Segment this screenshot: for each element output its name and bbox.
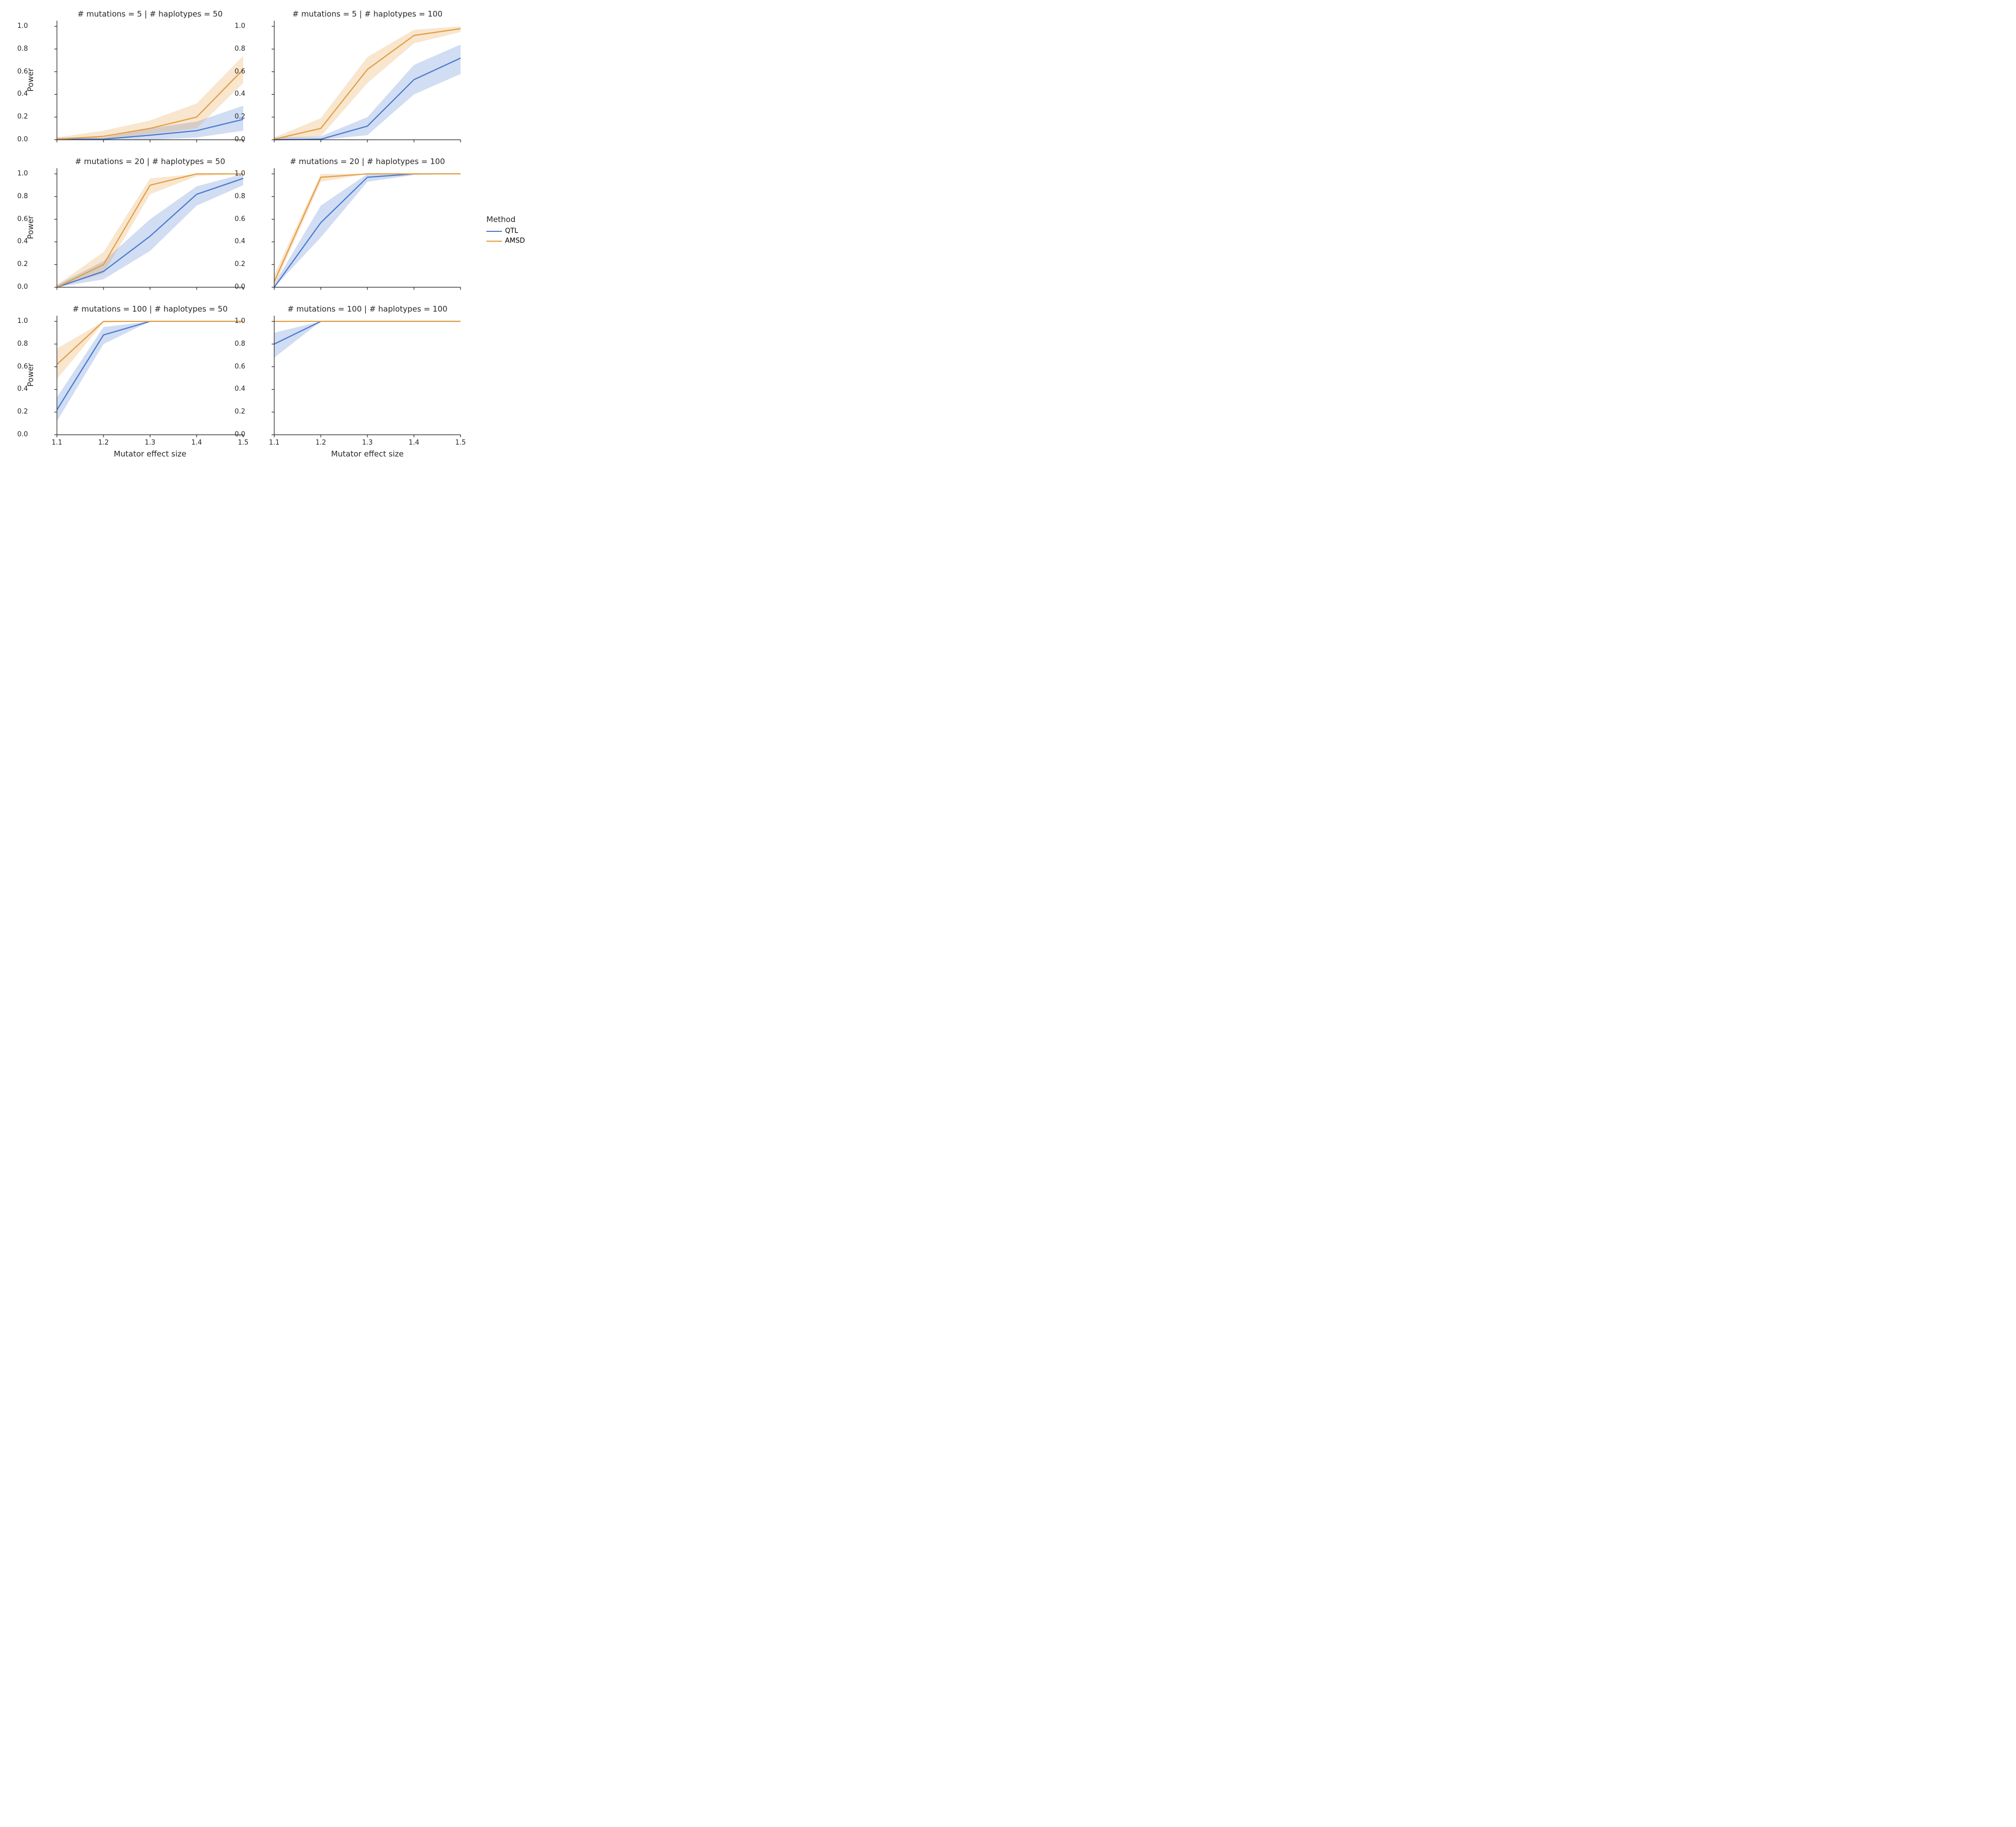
ytick-label: 0.4 (225, 90, 245, 98)
plot-area (274, 21, 461, 140)
xtick-label: 1.4 (189, 439, 204, 447)
panel-title: # mutations = 100 | # haplotypes = 50 (57, 304, 243, 314)
panel-title: # mutations = 20 | # haplotypes = 100 (274, 157, 461, 166)
ytick-label: 1.0 (225, 22, 245, 30)
plot-area (57, 168, 243, 287)
ci-band-amsd (274, 174, 461, 286)
ytick-label: 0.6 (225, 68, 245, 76)
ytick-label: 0.4 (7, 238, 28, 245)
xtick-label: 1.4 (406, 439, 422, 447)
plot-area (274, 168, 461, 287)
ytick-label: 0.8 (7, 193, 28, 200)
ylabel: Power (26, 216, 35, 239)
ytick-label: 0.8 (225, 340, 245, 348)
ytick-label: 0.2 (225, 113, 245, 121)
series-line-qtl (274, 174, 461, 287)
chart-panel: # mutations = 20 | # haplotypes = 1000.0… (274, 168, 461, 302)
ytick-label: 0.2 (7, 113, 28, 121)
ytick-label: 1.0 (225, 317, 245, 325)
ytick-label: 0.8 (225, 193, 245, 200)
ytick-label: 1.0 (7, 317, 28, 325)
ytick-label: 0.6 (225, 363, 245, 371)
panel-title: # mutations = 20 | # haplotypes = 50 (57, 157, 243, 166)
ytick-label: 1.0 (225, 170, 245, 178)
ylabel: Power (26, 68, 35, 92)
ylabel: Power (26, 363, 35, 387)
ytick-label: 0.6 (7, 363, 28, 371)
ci-band-qtl (274, 174, 461, 287)
ytick-label: 0.8 (7, 45, 28, 53)
legend-item: QTL (486, 227, 525, 235)
xtick-label: 1.2 (313, 439, 329, 447)
xtick-label: 1.5 (453, 439, 468, 447)
ytick-label: 0.0 (7, 136, 28, 143)
ytick-label: 0.2 (225, 260, 245, 268)
chart-panel: # mutations = 100 | # haplotypes = 500.0… (57, 316, 243, 449)
xlabel: Mutator effect size (274, 449, 461, 459)
ci-band-qtl (274, 321, 461, 358)
legend-swatch (486, 231, 502, 232)
ytick-label: 0.8 (225, 45, 245, 53)
ytick-label: 0.2 (7, 408, 28, 416)
xtick-label: 1.3 (360, 439, 375, 447)
chart-panel: # mutations = 100 | # haplotypes = 1000.… (274, 316, 461, 449)
panel-title: # mutations = 5 | # haplotypes = 100 (274, 9, 461, 19)
xtick-label: 1.1 (266, 439, 282, 447)
figure: # mutations = 5 | # haplotypes = 50 0.0 0.… (10, 10, 507, 461)
series-line-amsd (274, 174, 461, 282)
xlabel: Mutator effect size (57, 449, 243, 459)
xtick-label: 1.2 (96, 439, 111, 447)
ytick-label: 0.4 (7, 385, 28, 393)
ytick-label: 0.8 (7, 340, 28, 348)
ytick-label: 0.6 (225, 215, 245, 223)
ytick-label: 1.0 (7, 22, 28, 30)
ytick-label: 0.0 (225, 283, 245, 291)
chart-panel: # mutations = 5 | # haplotypes = 1000.00… (274, 21, 461, 154)
ytick-label: 0.0 (7, 431, 28, 438)
xtick-label: 1.5 (235, 439, 251, 447)
ytick-label: 0.4 (225, 385, 245, 393)
chart-panel: # mutations = 5 | # haplotypes = 500.00.… (57, 21, 243, 154)
ytick-label: 0.2 (225, 408, 245, 416)
ytick-label: 1.0 (7, 170, 28, 178)
legend-title: Method (486, 215, 525, 224)
ytick-label: 0.4 (225, 238, 245, 245)
xtick-label: 1.3 (142, 439, 158, 447)
panel-title: # mutations = 100 | # haplotypes = 100 (274, 304, 461, 314)
plot-area (57, 21, 243, 140)
plot-area (274, 316, 461, 435)
panel-title: # mutations = 5 | # haplotypes = 50 (57, 9, 243, 19)
legend: Method QTL AMSD (486, 215, 525, 247)
xtick-label: 1.1 (49, 439, 65, 447)
legend-item: AMSD (486, 237, 525, 245)
ytick-label: 0.4 (7, 90, 28, 98)
ytick-label: 0.0 (225, 431, 245, 438)
legend-label: AMSD (505, 237, 525, 245)
chart-panel: # mutations = 20 | # haplotypes = 500.00… (57, 168, 243, 302)
plot-area (57, 316, 243, 435)
legend-swatch (486, 241, 502, 242)
ytick-label: 0.2 (7, 260, 28, 268)
ytick-label: 0.6 (7, 215, 28, 223)
legend-label: QTL (505, 227, 518, 235)
ytick-label: 0.0 (7, 283, 28, 291)
ytick-label: 0.6 (7, 68, 28, 76)
ytick-label: 0.0 (225, 136, 245, 143)
